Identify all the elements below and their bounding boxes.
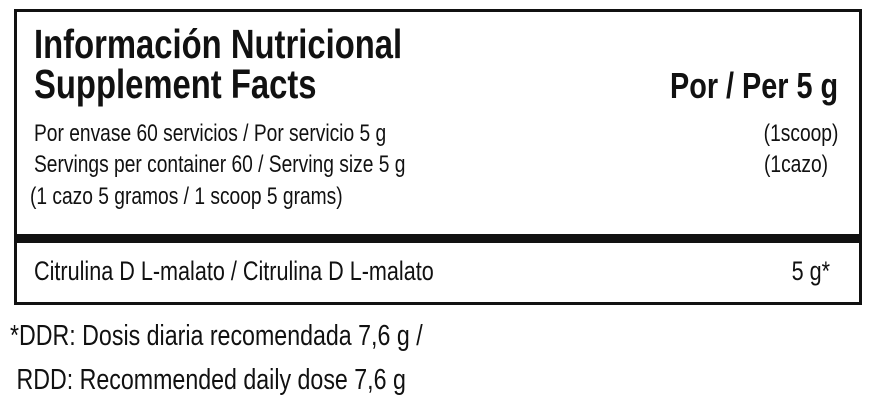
cazo-note: (1cazo) — [763, 151, 828, 178]
per-serving-label: Por / Per 5 g — [669, 65, 838, 106]
footnote-es: *DDR: Dosis diaria recomendada 7,6 g / — [10, 320, 423, 352]
thick-divider — [17, 234, 859, 243]
title-english: Supplement Facts — [34, 61, 317, 107]
servings-line-es: Por envase 60 servicios / Por servicio 5… — [34, 120, 387, 147]
ingredient-name: Citrulina D L-malato / Citrulina D L-mal… — [34, 256, 434, 286]
servings-line-en: Servings per container 60 / Serving size… — [34, 151, 406, 178]
supplement-facts-panel — [14, 9, 862, 305]
scoop-grams-line: (1 cazo 5 gramos / 1 scoop 5 grams) — [30, 183, 343, 210]
scoop-note: (1scoop) — [763, 120, 838, 147]
title-spanish: Información Nutricional — [34, 21, 403, 67]
ingredient-amount: 5 g* — [791, 256, 830, 286]
footnote-en: RDD: Recommended daily dose 7,6 g — [10, 364, 406, 396]
